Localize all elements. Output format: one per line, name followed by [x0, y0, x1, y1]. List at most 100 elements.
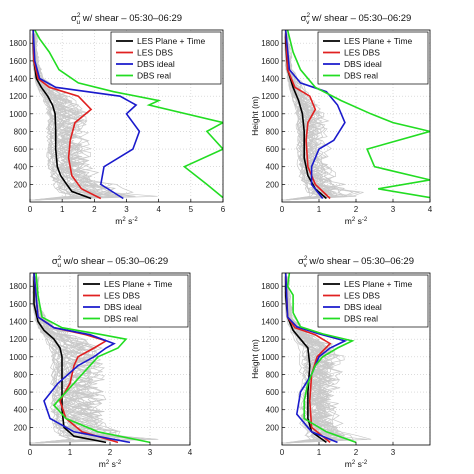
y-tick-label: 1000 [9, 353, 27, 362]
y-tick-label: 1600 [9, 300, 27, 309]
ensemble-trace [282, 276, 344, 444]
series-line-3 [32, 30, 141, 200]
chart-title: σ2 u w/ shear – 05:30–06:29 [71, 12, 182, 26]
xlabel-unit: m [115, 216, 122, 226]
xlabel-unit: m [345, 216, 352, 226]
y-tick-label: 200 [14, 180, 28, 189]
x-tick-label: 3 [391, 205, 396, 214]
title-text: w/o shear – 05:30–06:29 [61, 256, 168, 267]
title-superscript: 2 [307, 12, 311, 19]
xlabel-sup2: -2 [362, 217, 368, 223]
x-tick-label: 5 [189, 205, 194, 214]
x-tick-label: 1 [317, 448, 322, 457]
title-subscript: u [76, 19, 80, 26]
title-symbol: σ [301, 13, 307, 24]
x-tick-label: 2 [354, 205, 359, 214]
y-tick-label: 1200 [9, 335, 27, 344]
series-line-4 [35, 273, 151, 444]
chart-title: σ2 u w/o shear – 05:30–06:29 [52, 255, 168, 269]
x-tick-label: 3 [124, 205, 129, 214]
y-axis-label: Height (m) [250, 96, 260, 136]
xlabel-sup2: -2 [132, 217, 138, 223]
chart-panel-1: 0 1 2 3 4 5 6 200 400 600 800 1000 1200 1400 1600 1800 σ… [9, 12, 226, 226]
title-symbol: σ [298, 256, 304, 267]
legend-entry: LES Plane + Time [344, 279, 413, 289]
xlabel-sup2: -2 [116, 460, 122, 466]
legend-entry: DBS ideal [137, 59, 175, 69]
y-tick-label: 400 [14, 163, 28, 172]
series-line-2 [32, 30, 102, 200]
y-tick-label: 800 [14, 370, 28, 379]
series-line-2 [284, 273, 332, 444]
legend-entry: LES DBS [137, 48, 173, 58]
xlabel-sup: 2 [106, 460, 110, 466]
x-axis-label: m2 s-2 [345, 216, 368, 226]
xlabel-unit2: s [126, 216, 133, 226]
series-line-1 [33, 273, 107, 444]
legend-entry: DBS real [104, 314, 138, 324]
xlabel-unit2: s [109, 459, 116, 469]
y-tick-label: 1000 [9, 110, 27, 119]
chart-title: σ2 v w/o shear – 05:30–06:29 [298, 255, 414, 269]
y-tick-label: 1600 [261, 57, 279, 66]
ensemble-trace [30, 33, 112, 201]
ensemble-trace [30, 276, 119, 444]
legend-entry: DBS ideal [344, 302, 382, 312]
xlabel-unit: m [345, 459, 352, 469]
x-tick-label: 2 [92, 205, 97, 214]
series-line-4 [34, 30, 223, 199]
ensemble-trace [30, 276, 87, 444]
legend-entry: LES DBS [104, 291, 140, 301]
title-text: w/ shear – 05:30–06:29 [80, 13, 182, 24]
series-line-3 [284, 273, 348, 444]
y-tick-label: 200 [266, 180, 280, 189]
x-tick-label: 0 [28, 448, 33, 457]
title-text: w/o shear – 05:30–06:29 [307, 256, 414, 267]
legend-entry: DBS real [137, 71, 171, 81]
title-superscript: 2 [77, 12, 81, 19]
ensemble-trace [30, 33, 158, 201]
y-tick-label: 400 [266, 163, 280, 172]
x-tick-label: 6 [221, 205, 226, 214]
y-tick-label: 1200 [261, 92, 279, 101]
chart-panel-4: 0 1 2 3 200 400 600 800 1000 1200 1400 1600 1800 σ2 v … [250, 255, 431, 469]
ensemble-trace [30, 33, 118, 201]
legend-entry: LES Plane + Time [104, 279, 173, 289]
x-axis-label: m2 s-2 [115, 216, 138, 226]
xlabel-unit2: s [355, 459, 362, 469]
legend-entry: DBS real [344, 314, 378, 324]
y-tick-label: 800 [266, 127, 280, 136]
legend-entry: LES Plane + Time [344, 36, 413, 46]
title-superscript: 2 [304, 255, 308, 262]
y-tick-label: 1400 [9, 318, 27, 327]
series-line-3 [33, 273, 131, 444]
x-axis-label: m2 s-2 [345, 459, 368, 469]
x-tick-label: 1 [60, 205, 65, 214]
ensemble-trace [30, 33, 111, 201]
title-text: w/ shear – 05:30–06:29 [309, 13, 411, 24]
xlabel-unit2: s [355, 216, 362, 226]
legend-entry: LES DBS [344, 48, 380, 58]
legend-entry: DBS real [344, 71, 378, 81]
y-tick-label: 200 [14, 423, 28, 432]
title-subscript: v [304, 262, 308, 269]
xlabel-sup: 2 [122, 217, 126, 223]
y-tick-label: 1600 [9, 57, 27, 66]
y-tick-label: 200 [266, 423, 280, 432]
y-tick-label: 1400 [9, 75, 27, 84]
xlabel-sup2: -2 [362, 460, 368, 466]
y-tick-label: 1400 [261, 75, 279, 84]
x-tick-label: 0 [28, 205, 33, 214]
y-tick-label: 600 [14, 145, 28, 154]
x-tick-label: 2 [108, 448, 113, 457]
title-symbol: σ [71, 13, 77, 24]
x-tick-label: 1 [317, 205, 322, 214]
series-line-4 [286, 273, 357, 444]
legend-entry: DBS ideal [344, 59, 382, 69]
